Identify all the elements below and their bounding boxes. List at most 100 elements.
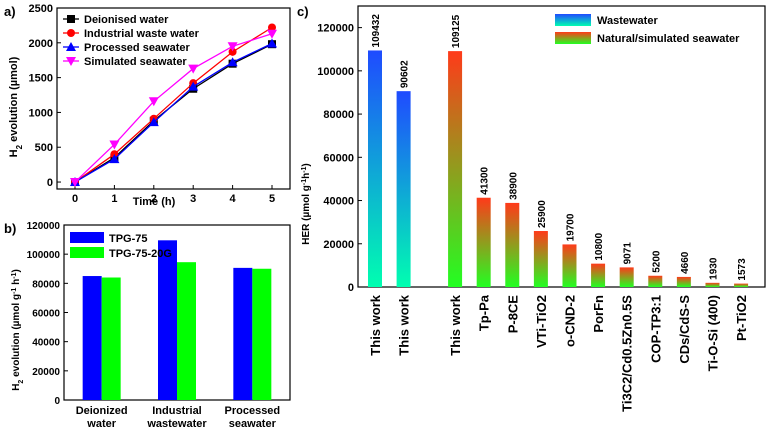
panel-b-ytick-label: 0 <box>54 396 60 407</box>
panel-b-ytick-label: 120000 <box>27 221 61 232</box>
panel-a-xtick-label: 3 <box>190 193 196 205</box>
panel-c-ytick-label: 100000 <box>317 66 354 78</box>
panel-b-ytick-label: 80000 <box>32 279 60 290</box>
panel-a-ylabel-main: H <box>8 149 20 157</box>
panel-b-label: b) <box>4 221 16 236</box>
panel-c-category-label: VTi-TiO2 <box>534 295 549 348</box>
panel-c-data-label: 109432 <box>371 14 382 48</box>
panel-a-series-line <box>74 26 273 183</box>
panel-c-bar <box>705 282 720 287</box>
panel-c-category-label: CDs/CdS-S <box>677 295 692 364</box>
panel-a-series-line <box>74 42 273 183</box>
panel-c-bar <box>368 50 382 287</box>
panel-a-legend-label: Simulated seawater <box>84 56 187 68</box>
panel-a-series-line <box>74 33 273 183</box>
panel-a-xtick-label: 0 <box>72 193 78 205</box>
panel-c-category-label: This work <box>368 294 383 355</box>
panel-a-data-point <box>188 81 199 91</box>
panel-c-bar-chart: c) HER (µmol g-1h-1) 0 20000 40000 60000 800… <box>297 4 766 412</box>
panel-c-legend-label: Wastewater <box>597 15 658 27</box>
panel-b-category-label-line1: Industrial <box>152 405 202 417</box>
panel-b-category-label-line2: water <box>86 418 116 430</box>
panel-c-ylabel: HER (µmol g-1h-1) <box>301 163 313 245</box>
panel-c-category-label: Tp-Pa <box>477 294 492 331</box>
panel-a-ylabel: H2 evolution (µmol) <box>8 56 24 157</box>
panel-c-category-label: Pt-TiO2 <box>734 295 749 341</box>
panel-a-xtick-label: 1 <box>111 193 117 205</box>
panel-a-xtick-label: 4 <box>230 193 237 205</box>
panel-a-ytick-label: 2000 <box>29 38 53 50</box>
panel-c-legend-label: Natural/simulated seawater <box>597 33 740 45</box>
panel-c-ytick-label: 40000 <box>323 196 354 208</box>
panel-a-data-point <box>267 29 277 39</box>
panel-c-category-label: PorFn <box>591 295 606 333</box>
panel-a-data-point <box>228 47 237 56</box>
panel-c-category-label: This work <box>448 294 463 355</box>
panel-c-data-label: 38900 <box>508 172 519 200</box>
panel-a-ylabel-rest: evolution (µmol) <box>8 56 20 145</box>
panel-c-ytick-label: 60000 <box>323 152 354 164</box>
panel-a-ytick-label: 0 <box>47 177 53 189</box>
panel-c-category-label: o-CND-2 <box>562 295 577 347</box>
panel-c-data-label: 5200 <box>651 250 662 273</box>
panel-c-data-label: 25900 <box>537 200 548 228</box>
panel-b-category-label-line2: seawater <box>229 418 277 430</box>
panel-b-bar <box>101 277 121 400</box>
panel-a-data-point <box>109 154 120 164</box>
panel-c-bar <box>619 267 634 287</box>
panel-b-category-label-line1: Deionized <box>76 405 128 417</box>
panel-a-data-point <box>268 23 276 32</box>
panel-a-data-point <box>188 64 199 74</box>
panel-a-legend-marker <box>67 29 75 37</box>
panel-a-label: a) <box>4 4 16 19</box>
panel-c-bar <box>396 91 411 287</box>
panel-a-data-point <box>109 140 120 150</box>
panel-c-bar <box>676 276 691 287</box>
panel-b-bar <box>158 240 177 400</box>
panel-c-data-label: 109125 <box>451 14 462 48</box>
panel-c-data-label: 1930 <box>708 257 719 280</box>
panel-b-bar <box>177 262 196 400</box>
panel-b-ytick-label: 40000 <box>32 338 60 349</box>
panel-b-ytick-label: 100000 <box>27 250 61 261</box>
panel-a-xtick-label: 2 <box>151 193 157 205</box>
panel-a-ylabel-sub: 2 <box>15 144 24 149</box>
panel-c-category-label: This work <box>397 294 412 355</box>
panel-b-category-label-line2: wastewater <box>146 418 207 430</box>
panel-c-bar <box>533 231 548 287</box>
panel-a-ytick-label: 1000 <box>29 107 53 119</box>
panel-b-legend-swatch <box>70 232 104 243</box>
panel-a-legend-marker <box>66 42 76 51</box>
panel-b-legend-swatch <box>70 247 104 258</box>
panel-b-category-label-line1: Processed <box>225 405 281 417</box>
panel-c-data-label: 41300 <box>480 166 491 194</box>
panel-c-bar <box>591 263 606 287</box>
panel-c-data-label: 10800 <box>594 232 605 260</box>
panel-c-legend-swatch <box>555 32 591 44</box>
panel-a-ytick-label: 1500 <box>29 73 53 85</box>
panel-c-ytick-label: 0 <box>348 282 354 294</box>
panel-c-label: c) <box>297 4 309 19</box>
panel-c-data-label: 9071 <box>623 242 634 265</box>
panel-a-data-point <box>227 42 238 52</box>
panel-a-data-point <box>148 97 159 107</box>
panel-b-legend-label: TPG-75 <box>109 233 148 245</box>
panel-a-data-point <box>227 57 238 67</box>
panel-a-ytick-label: 500 <box>35 142 53 154</box>
panel-a-legend-label: Deionised water <box>84 14 169 26</box>
panel-c-bar <box>648 275 663 287</box>
panel-a-ytick-label: 2500 <box>29 3 53 15</box>
panel-c-legend-swatch <box>555 14 591 26</box>
panel-c-bar <box>562 244 577 287</box>
panel-b-ylabel: H2 evolution (µmol g-1 h-1) <box>11 269 25 391</box>
panel-b-ytick-label: 60000 <box>32 309 60 320</box>
panel-b-ytick-label: 20000 <box>32 367 60 378</box>
panel-a-legend-marker <box>66 57 76 66</box>
panel-c-data-label: 1573 <box>737 258 748 281</box>
panel-c-bar <box>448 51 463 287</box>
panel-c-frame <box>357 5 766 288</box>
panel-c-bar <box>505 202 520 287</box>
panel-c-data-label: 19700 <box>565 213 576 241</box>
panel-c-data-label: 90602 <box>400 60 411 88</box>
panel-b-bar <box>252 268 272 400</box>
